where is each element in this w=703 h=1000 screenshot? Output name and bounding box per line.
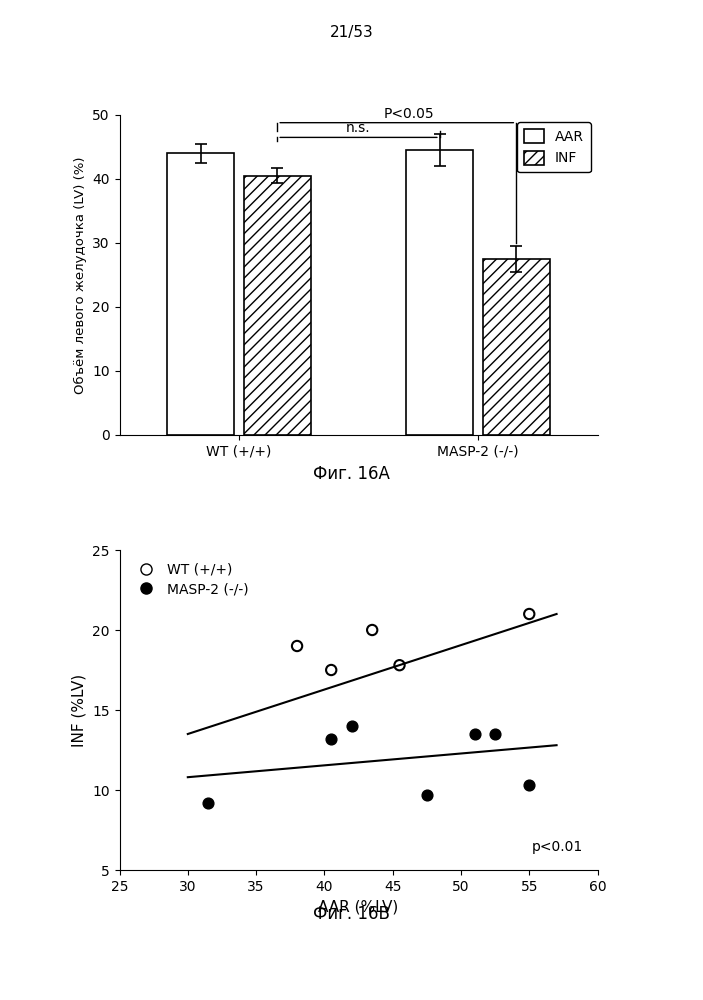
Point bbox=[202, 795, 214, 811]
Y-axis label: INF (%LV): INF (%LV) bbox=[72, 673, 86, 747]
X-axis label: AAR (%LV): AAR (%LV) bbox=[318, 899, 399, 914]
Legend: AAR, INF: AAR, INF bbox=[517, 122, 591, 172]
Point bbox=[421, 787, 432, 803]
Text: p<0.01: p<0.01 bbox=[532, 840, 583, 854]
Text: Фиг. 16A: Фиг. 16A bbox=[313, 465, 390, 483]
Point bbox=[489, 726, 501, 742]
Point bbox=[366, 622, 378, 638]
Text: Фиг. 16B: Фиг. 16B bbox=[313, 905, 390, 923]
Y-axis label: Объём левого желудочка (LV) (%): Объём левого желудочка (LV) (%) bbox=[74, 156, 86, 394]
Point bbox=[469, 726, 480, 742]
Bar bbox=[167, 153, 234, 435]
Point bbox=[292, 638, 303, 654]
Bar bbox=[406, 150, 473, 435]
Bar bbox=[244, 176, 311, 435]
Point bbox=[346, 718, 357, 734]
Legend: WT (+/+), MASP-2 (-/-): WT (+/+), MASP-2 (-/-) bbox=[127, 557, 254, 602]
Text: 21/53: 21/53 bbox=[330, 25, 373, 40]
Bar bbox=[483, 259, 550, 435]
Point bbox=[325, 731, 337, 747]
Point bbox=[394, 657, 405, 673]
Point bbox=[325, 662, 337, 678]
Text: P<0.05: P<0.05 bbox=[383, 107, 434, 121]
Text: n.s.: n.s. bbox=[346, 121, 371, 135]
Point bbox=[524, 606, 535, 622]
Point bbox=[524, 777, 535, 793]
